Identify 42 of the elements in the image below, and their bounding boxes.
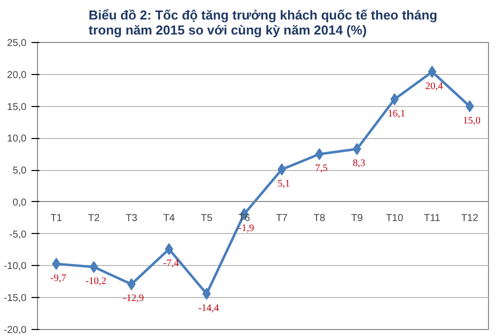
point bbox=[202, 288, 211, 300]
data-label: 5,1 bbox=[278, 178, 290, 190]
y-tick-label: 10,0 bbox=[7, 134, 27, 145]
x-tick-label: T11 bbox=[424, 212, 441, 224]
y-tick-label: 15,0 bbox=[7, 102, 27, 113]
data-label: -14,4 bbox=[198, 302, 220, 314]
point bbox=[315, 148, 324, 160]
x-tick-label: T7 bbox=[276, 212, 288, 224]
x-tick-label: T5 bbox=[200, 212, 213, 224]
y-tick-label: 5,0 bbox=[12, 166, 27, 177]
x-tick-label: T8 bbox=[314, 212, 326, 224]
data-label: 7,5 bbox=[315, 163, 328, 174]
y-tick-label: -20,0 bbox=[4, 325, 27, 336]
data-label: -9,7 bbox=[50, 272, 66, 284]
x-tick-label: T2 bbox=[88, 212, 100, 224]
y-tick-label: -15,0 bbox=[4, 293, 27, 304]
point bbox=[90, 261, 98, 273]
y-tick-label: 20,0 bbox=[7, 70, 27, 81]
data-label: -1,9 bbox=[238, 223, 254, 234]
x-tick-label: T10 bbox=[386, 212, 404, 224]
data-label: 16,1 bbox=[388, 108, 406, 120]
chart-title: Biểu đồ 2: Tốc độ tăng trưởng khách quốc tế theo tháng trong năm 2015 so với cùng kỳ năm 2014 (%) bbox=[88, 8, 438, 38]
point bbox=[428, 66, 436, 78]
y-tick-label: -5,0 bbox=[9, 229, 27, 240]
data-label: -10,2 bbox=[85, 276, 106, 287]
x-tick-label: T12 bbox=[461, 212, 479, 224]
x-tick-label: T1 bbox=[50, 212, 63, 224]
x-tick-label: T3 bbox=[126, 212, 138, 224]
data-label: -7,4 bbox=[163, 258, 179, 270]
y-tick-label: 25,0 bbox=[7, 38, 27, 49]
point bbox=[352, 143, 362, 156]
y-tick-label: 0,0 bbox=[12, 197, 27, 208]
point bbox=[127, 278, 136, 290]
point bbox=[390, 93, 399, 106]
data-label: 20,4 bbox=[425, 80, 443, 92]
point bbox=[164, 243, 174, 256]
data-label: -12,9 bbox=[123, 293, 144, 304]
data-label: 8,3 bbox=[352, 158, 366, 170]
y-tick-label: -10,0 bbox=[4, 261, 27, 272]
x-tick-label: T4 bbox=[163, 212, 176, 224]
data-label: 15,0 bbox=[462, 115, 480, 126]
x-tick-label: T9 bbox=[351, 212, 364, 224]
